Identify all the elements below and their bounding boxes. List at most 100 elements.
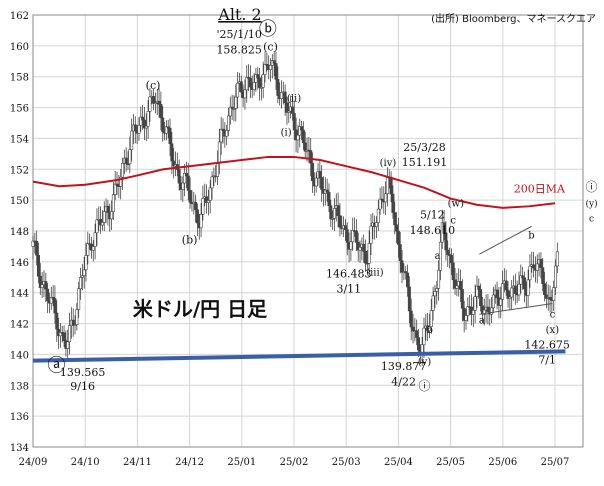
- candle-body: [409, 310, 413, 328]
- candle-body: [303, 142, 307, 152]
- candle-body: [111, 194, 115, 212]
- candle-body: [444, 232, 448, 251]
- annotation-label: (ii): [287, 93, 301, 104]
- candle-body: [276, 79, 280, 96]
- candle-body: [544, 294, 548, 299]
- candle-body: [513, 285, 517, 294]
- candle-body: [314, 177, 318, 187]
- annotation-label: a: [479, 316, 485, 327]
- candle-body: [194, 201, 198, 211]
- candle-body: [161, 117, 165, 132]
- x-tick-label: 24/10: [71, 457, 100, 468]
- candle-body: [555, 251, 559, 267]
- candle-body: [301, 129, 305, 144]
- candle-body: [464, 315, 468, 321]
- candle-body: [75, 309, 79, 325]
- candle-body: [400, 260, 404, 273]
- candle-body: [93, 232, 97, 247]
- candle-body: [351, 230, 355, 243]
- candle-body: [91, 246, 95, 251]
- candle-body: [159, 104, 163, 119]
- annotation-label: (iii): [366, 268, 383, 279]
- candle-body: [517, 283, 521, 296]
- candle-body: [416, 337, 420, 351]
- candle-body: [49, 297, 53, 304]
- candle-body: [139, 116, 143, 126]
- y-tick-label: 160: [10, 42, 29, 53]
- candle-body: [437, 269, 441, 289]
- candle-body: [172, 160, 176, 167]
- candle-body: [451, 262, 455, 281]
- candle-body: [332, 208, 336, 219]
- candle-body: [219, 128, 223, 143]
- candle-body: [482, 309, 486, 315]
- plot-border: [32, 14, 584, 448]
- candle-body: [374, 222, 378, 228]
- candle-body: [77, 288, 81, 310]
- y-tick-label: 142: [10, 320, 29, 331]
- annotation-label: 148.610: [410, 224, 456, 237]
- candle-body: [453, 279, 457, 289]
- candle-body: [532, 264, 536, 269]
- candle-body: [247, 76, 251, 79]
- candle-body: [404, 271, 408, 274]
- candle-body: [358, 247, 362, 251]
- candle-body: [84, 255, 88, 271]
- candle-body: [411, 326, 415, 332]
- candle-body: [521, 275, 525, 279]
- chart-source: (出所) Bloomberg、マネースクエア: [431, 12, 596, 25]
- candle-body: [490, 307, 494, 315]
- candle-body: [206, 200, 210, 203]
- candle-body: [552, 287, 556, 301]
- candle-body: [44, 281, 48, 290]
- candle-body: [102, 211, 106, 223]
- candle-body: [177, 169, 181, 184]
- candle-body: [40, 284, 44, 288]
- candle-body: [51, 297, 55, 299]
- candle-body: [407, 286, 411, 312]
- candle-body: [183, 173, 187, 184]
- candle-body: [479, 289, 483, 307]
- candle-body: [539, 259, 543, 268]
- candle-body: [170, 143, 174, 162]
- candle-body: [133, 124, 137, 131]
- x-tick-label: 25/02: [280, 457, 309, 468]
- annotation-label: 158.825: [216, 44, 262, 57]
- annotation-label: (iv): [380, 158, 397, 169]
- candle-body: [429, 310, 433, 327]
- chart-subtitle: 米ドル/円 日足: [133, 297, 268, 321]
- candle-body: [245, 76, 249, 91]
- candle-body: [462, 307, 466, 321]
- annotation-label: (w): [448, 198, 464, 209]
- candle-body: [349, 241, 353, 250]
- candle-body: [491, 294, 495, 309]
- x-tick-label: 25/06: [488, 457, 517, 468]
- y-tick-label: 158: [10, 73, 29, 84]
- candle-body: [508, 296, 512, 299]
- candle-body: [110, 211, 114, 220]
- candle-body: [137, 124, 141, 134]
- candle-body: [327, 191, 331, 207]
- candle-body: [141, 116, 145, 121]
- candle-body: [95, 219, 99, 234]
- candle-body: [459, 281, 463, 290]
- annotation-label: (i): [281, 127, 292, 138]
- candle-body: [68, 325, 72, 343]
- annotation-label: (v): [418, 357, 432, 368]
- ma-200-line: [32, 155, 556, 209]
- candle-body: [230, 106, 234, 109]
- annotation-label: 5/12: [420, 209, 445, 222]
- candle-body: [216, 162, 220, 177]
- candle-body: [53, 298, 57, 314]
- candle-body: [269, 65, 273, 70]
- annotation-label: (c): [263, 40, 278, 53]
- annotation-label: ⓘ: [586, 180, 598, 194]
- candle-body: [477, 285, 481, 290]
- candle-body: [393, 212, 397, 226]
- candle-body: [195, 209, 199, 224]
- candle-body: [398, 244, 402, 262]
- candle-body: [385, 177, 389, 195]
- candle-body: [208, 187, 212, 201]
